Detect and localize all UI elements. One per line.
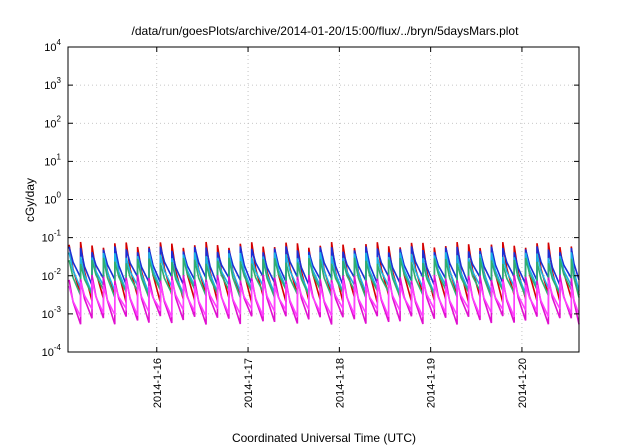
y-tick-base: 10 bbox=[44, 156, 56, 168]
y-tick-base: 10 bbox=[44, 118, 56, 130]
y-tick-base: 10 bbox=[44, 42, 56, 54]
series-line-6 bbox=[68, 279, 580, 318]
y-tick-exponent: 4 bbox=[57, 38, 62, 47]
y-tick-exponent: -1 bbox=[54, 229, 62, 238]
y-tick-base: 10 bbox=[42, 309, 54, 321]
y-tick-exponent: 2 bbox=[57, 114, 62, 123]
y-tick-label: 10-1 bbox=[42, 229, 62, 245]
y-tick-label: 103 bbox=[44, 76, 61, 92]
y-tick-label: 10-2 bbox=[42, 267, 62, 283]
y-tick-exponent: 3 bbox=[57, 76, 62, 85]
y-tick-label: 100 bbox=[44, 191, 61, 207]
y-axis-label: cGy/day bbox=[23, 178, 37, 222]
y-tick-base: 10 bbox=[44, 80, 56, 92]
y-tick-exponent: -4 bbox=[54, 343, 62, 352]
y-tick-label: 104 bbox=[44, 38, 61, 54]
y-tick-exponent: -3 bbox=[54, 305, 62, 314]
y-tick-exponent: 0 bbox=[57, 191, 62, 200]
x-tick-label: 2014-1-19 bbox=[426, 358, 438, 408]
y-tick-base: 10 bbox=[42, 271, 54, 283]
x-tick-label: 2014-1-16 bbox=[152, 358, 164, 408]
x-tick-label: 2014-1-18 bbox=[334, 358, 346, 408]
y-tick-label: 10-3 bbox=[42, 305, 62, 321]
y-tick-label: 102 bbox=[44, 114, 61, 130]
x-axis: 2014-1-16 2014-1-17 2014-1-18 2014-1-19 2014… bbox=[152, 47, 529, 408]
y-tick-exponent: -2 bbox=[54, 267, 62, 276]
x-axis-label: Coordinated Universal Time (UTC) bbox=[232, 431, 416, 445]
series-line-3 bbox=[68, 252, 580, 295]
x-tick-label: 2014-1-20 bbox=[517, 358, 529, 408]
grid bbox=[68, 47, 579, 352]
y-tick-base: 10 bbox=[42, 347, 54, 359]
y-tick-base: 10 bbox=[44, 195, 56, 207]
y-tick-base: 10 bbox=[42, 233, 54, 245]
series-lines bbox=[68, 241, 580, 325]
series-line-2 bbox=[68, 246, 580, 286]
x-tick-label: 2014-1-17 bbox=[243, 358, 255, 408]
y-tick-label: 101 bbox=[44, 152, 61, 168]
chart-title: /data/run/goesPlots/archive/2014-01-20/1… bbox=[132, 24, 520, 38]
y-tick-exponent: 1 bbox=[57, 152, 62, 161]
series-line-4 bbox=[68, 257, 580, 299]
y-tick-label: 10-4 bbox=[42, 343, 62, 359]
